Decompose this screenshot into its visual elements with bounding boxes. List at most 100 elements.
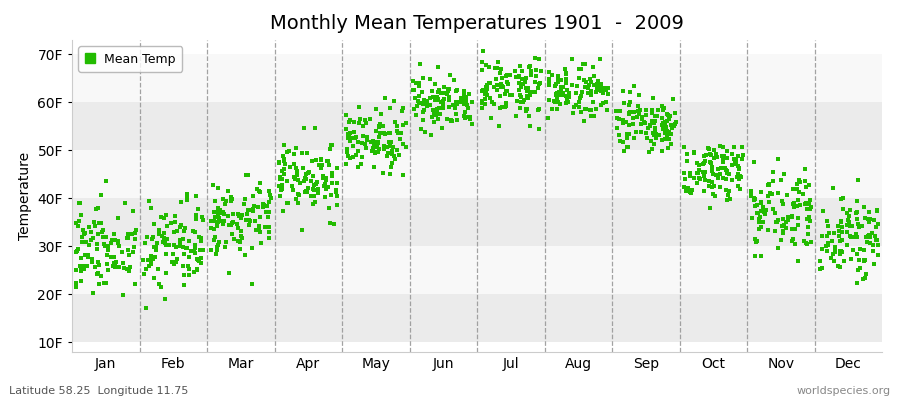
Point bbox=[346, 135, 361, 141]
Point bbox=[800, 206, 814, 213]
Point bbox=[766, 178, 780, 184]
Point bbox=[412, 100, 427, 106]
Point bbox=[687, 150, 701, 156]
Point bbox=[187, 269, 202, 276]
Point bbox=[643, 123, 657, 130]
Point bbox=[109, 259, 123, 265]
Point bbox=[868, 261, 882, 268]
Point bbox=[436, 98, 450, 104]
Point bbox=[799, 200, 814, 206]
Point bbox=[141, 198, 156, 205]
Point bbox=[545, 72, 560, 78]
Point bbox=[843, 207, 858, 213]
Point bbox=[272, 159, 286, 166]
Point bbox=[622, 109, 636, 116]
Point bbox=[532, 106, 546, 112]
Point bbox=[708, 172, 723, 178]
Point bbox=[802, 214, 816, 220]
Point bbox=[598, 87, 613, 93]
Point bbox=[716, 158, 730, 164]
Point bbox=[474, 100, 489, 106]
Point bbox=[100, 261, 114, 268]
Point bbox=[395, 121, 410, 128]
Point bbox=[770, 218, 784, 225]
Point bbox=[210, 220, 224, 227]
Point bbox=[296, 165, 310, 171]
Point bbox=[815, 208, 830, 214]
Point bbox=[482, 80, 497, 86]
Point bbox=[223, 198, 238, 204]
Point bbox=[698, 177, 712, 184]
Point bbox=[726, 156, 741, 162]
Point bbox=[516, 81, 530, 88]
Point bbox=[104, 237, 119, 243]
Point bbox=[396, 141, 410, 147]
Point bbox=[253, 180, 267, 186]
Point bbox=[494, 84, 508, 90]
Point bbox=[514, 94, 528, 100]
Point bbox=[709, 151, 724, 157]
Point bbox=[272, 160, 286, 166]
Point bbox=[705, 184, 719, 190]
Point bbox=[144, 253, 158, 259]
Point bbox=[575, 88, 590, 95]
Point bbox=[289, 145, 303, 152]
Point bbox=[424, 113, 438, 120]
Point bbox=[121, 231, 135, 238]
Point bbox=[243, 218, 257, 225]
Point bbox=[519, 106, 534, 112]
Point bbox=[724, 162, 739, 168]
Point bbox=[291, 191, 305, 198]
Point bbox=[649, 134, 663, 141]
Point bbox=[235, 234, 249, 241]
Point bbox=[834, 196, 849, 202]
Point bbox=[260, 214, 274, 220]
Point bbox=[867, 217, 881, 223]
Point bbox=[359, 119, 374, 126]
Point bbox=[446, 76, 461, 83]
Point bbox=[429, 106, 444, 112]
Point bbox=[683, 190, 698, 196]
Point bbox=[295, 227, 310, 233]
Point bbox=[366, 138, 381, 144]
Point bbox=[476, 87, 491, 94]
Point bbox=[430, 94, 445, 100]
Point bbox=[339, 146, 354, 152]
Point bbox=[126, 249, 140, 256]
Point bbox=[94, 220, 109, 226]
Point bbox=[713, 171, 727, 177]
Point bbox=[623, 89, 637, 95]
Point bbox=[409, 80, 423, 86]
Point bbox=[390, 123, 404, 129]
Point bbox=[352, 120, 366, 126]
Point bbox=[659, 124, 673, 130]
Point bbox=[275, 153, 290, 159]
Point bbox=[814, 246, 829, 252]
Point bbox=[601, 90, 616, 97]
Point bbox=[207, 237, 221, 244]
Point bbox=[343, 130, 357, 137]
Point bbox=[127, 244, 141, 250]
Point bbox=[797, 238, 812, 244]
Point bbox=[182, 238, 196, 244]
Point bbox=[239, 211, 254, 217]
Point bbox=[216, 218, 230, 224]
Point bbox=[554, 77, 568, 83]
Point bbox=[762, 182, 777, 188]
Point bbox=[760, 227, 775, 233]
Point bbox=[106, 254, 121, 260]
Point bbox=[475, 88, 490, 94]
Point bbox=[369, 139, 383, 146]
Point bbox=[89, 241, 104, 247]
Point bbox=[655, 119, 670, 126]
Point bbox=[475, 59, 490, 65]
Point bbox=[210, 222, 224, 229]
Point bbox=[522, 64, 536, 70]
Point bbox=[778, 222, 792, 228]
Point bbox=[498, 90, 512, 97]
Point bbox=[758, 210, 772, 217]
Point bbox=[311, 190, 326, 196]
Point bbox=[172, 243, 186, 249]
Point bbox=[383, 171, 398, 177]
Point bbox=[189, 193, 203, 199]
